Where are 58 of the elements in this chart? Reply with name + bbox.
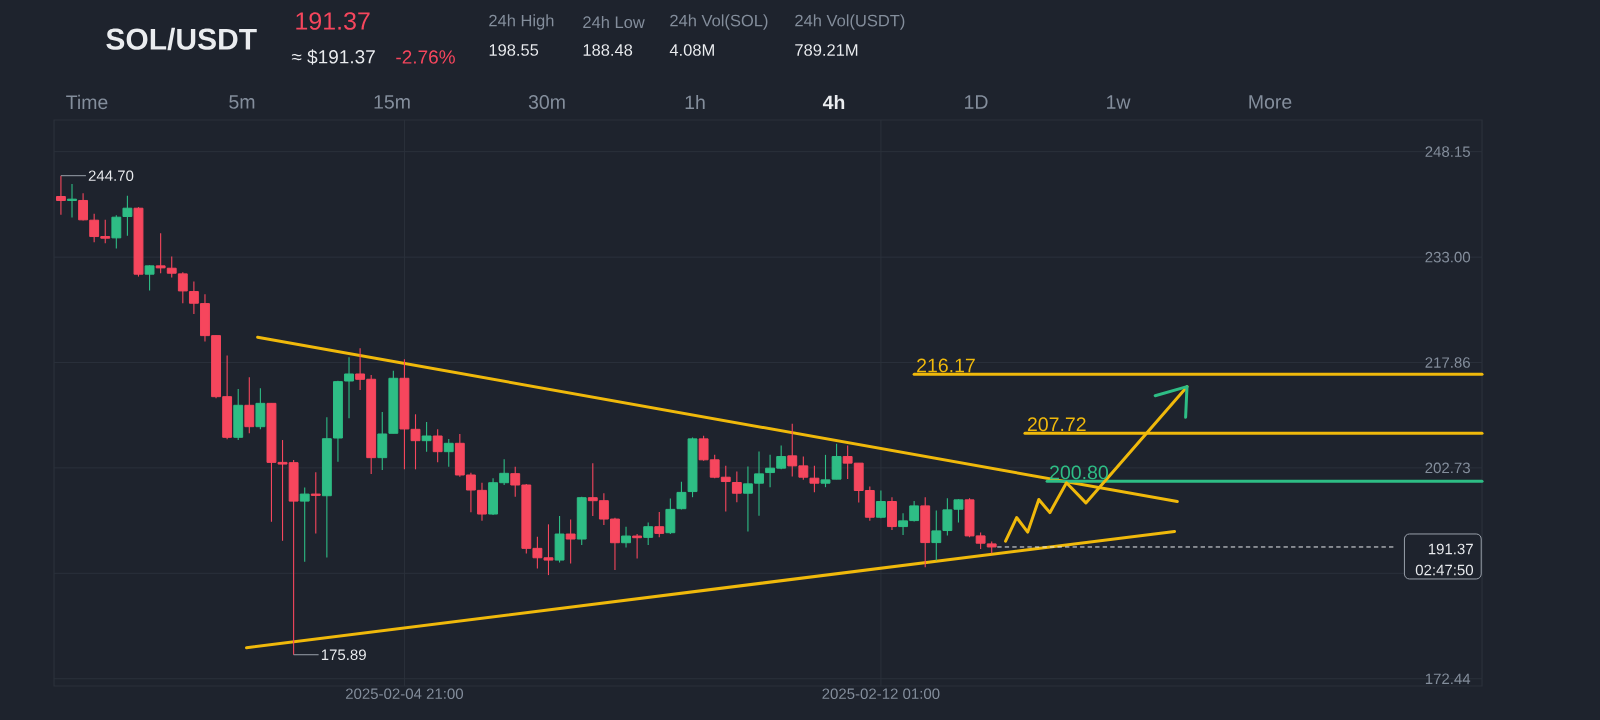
candlestick (731, 470, 742, 503)
candlestick (421, 421, 432, 453)
candlestick (632, 533, 643, 559)
candlestick (676, 481, 687, 510)
candlestick (299, 486, 310, 563)
y-tick-label: 248.15 (1425, 146, 1470, 157)
text: 24h Low (583, 15, 645, 29)
annotation: 191.37 (1428, 543, 1473, 555)
candlestick (244, 376, 255, 434)
candlestick (111, 214, 122, 250)
y-tick-label: 233.00 (1425, 251, 1471, 263)
text: 191.37 (296, 12, 370, 30)
y-tick-label: 172.44 (1425, 673, 1471, 684)
candlestick (565, 518, 576, 564)
candlestick (67, 183, 77, 219)
text: 24h High (489, 14, 554, 30)
text: 24h Vol(SOL) (670, 14, 768, 30)
text: 1h (685, 94, 705, 110)
text: Time (66, 94, 108, 110)
text: 4h (822, 94, 845, 110)
candlestick (55, 175, 66, 216)
annotation: 207.72 (1027, 417, 1086, 432)
candlestick (654, 511, 665, 538)
y-tick-label: 217.86 (1425, 357, 1470, 368)
text: 1w (1107, 95, 1131, 109)
annotation: 200.80 (1050, 465, 1108, 480)
candlestick (122, 195, 133, 237)
text: 1D (965, 95, 988, 109)
text: 5m (229, 95, 255, 109)
candlestick (255, 387, 266, 430)
text: 30m (528, 95, 565, 109)
candlestick (432, 428, 443, 463)
x-tick-label: 2025-02-12 01:00 (822, 688, 940, 700)
annotation: 244.70 (88, 170, 134, 182)
text: 188.48 (583, 44, 633, 56)
candlestick (875, 489, 886, 519)
text: ≈ $191.37 (291, 49, 375, 65)
candlestick (643, 521, 654, 546)
text: 15m (374, 95, 410, 109)
text: 198.55 (489, 44, 539, 56)
text: More (1249, 95, 1292, 109)
candlestick (621, 526, 631, 548)
candlestick (443, 438, 454, 468)
candlestick (78, 192, 89, 222)
x-tick-label: 2025-02-04 21:00 (345, 688, 464, 700)
chart-title: SOL/USDT (106, 27, 257, 51)
text: 789.21M (795, 44, 858, 56)
y-tick-label: 202.73 (1425, 462, 1470, 474)
candlestick (665, 497, 676, 535)
annotation: 216.17 (917, 358, 975, 373)
candlestick (809, 465, 820, 493)
text: 4.08M (669, 44, 714, 56)
candlestick (310, 471, 321, 534)
text: 24h Vol(USDT) (795, 14, 905, 30)
annotation: 02:47:50 (1415, 564, 1474, 576)
text: -2.76% (396, 50, 455, 64)
annotation: 175.89 (321, 649, 366, 661)
candlestick (144, 264, 155, 292)
